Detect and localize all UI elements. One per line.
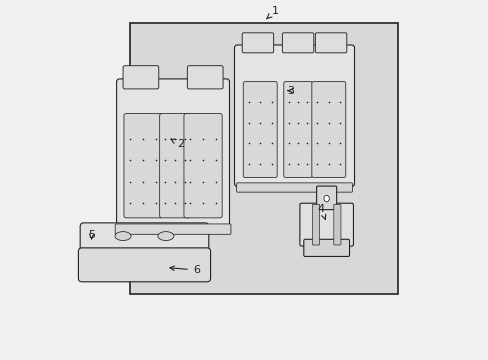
FancyBboxPatch shape [123,113,162,218]
FancyBboxPatch shape [116,79,229,228]
FancyBboxPatch shape [160,113,190,218]
Ellipse shape [324,195,328,202]
FancyBboxPatch shape [234,45,354,186]
FancyBboxPatch shape [243,82,277,177]
Text: 6: 6 [169,265,200,275]
Ellipse shape [115,231,131,240]
FancyBboxPatch shape [115,224,230,234]
FancyBboxPatch shape [236,183,352,192]
FancyBboxPatch shape [303,239,349,256]
Text: 4: 4 [317,203,325,219]
FancyBboxPatch shape [80,223,208,253]
FancyBboxPatch shape [242,33,273,53]
Text: 2: 2 [171,139,183,149]
Text: 5: 5 [88,230,95,240]
FancyBboxPatch shape [311,82,345,177]
FancyBboxPatch shape [312,204,319,245]
FancyBboxPatch shape [299,203,353,246]
Text: 3: 3 [287,86,294,96]
FancyBboxPatch shape [282,33,313,53]
FancyBboxPatch shape [333,204,340,245]
FancyBboxPatch shape [130,23,397,294]
FancyBboxPatch shape [187,66,223,89]
FancyBboxPatch shape [183,113,222,218]
FancyBboxPatch shape [283,82,312,177]
FancyBboxPatch shape [315,33,346,53]
FancyBboxPatch shape [123,66,159,89]
Text: 1: 1 [266,6,278,19]
FancyBboxPatch shape [316,186,336,210]
Ellipse shape [158,231,174,240]
FancyBboxPatch shape [78,248,210,282]
